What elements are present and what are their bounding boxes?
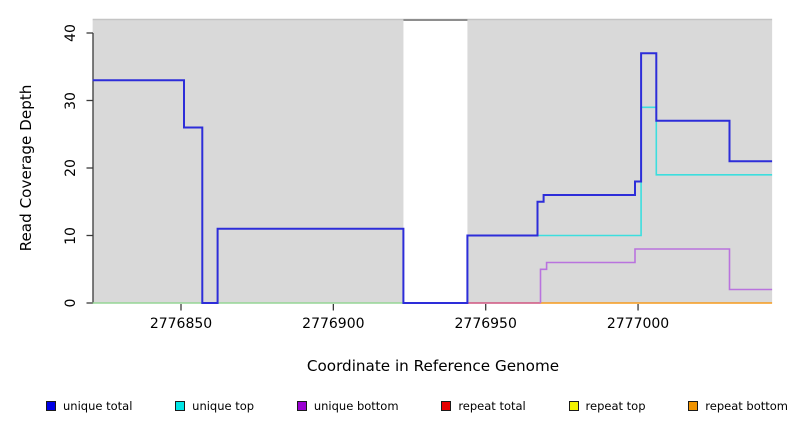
legend-label: repeat bottom <box>705 399 788 413</box>
legend-label: unique bottom <box>313 399 399 413</box>
legend-swatch-unique-bottom <box>296 401 307 411</box>
y-axis-tick-text: 10 <box>63 226 79 245</box>
y-axis-tick-text: 20 <box>63 159 79 177</box>
legend-item-repeat-bottom: repeat bottom <box>688 399 788 413</box>
legend-item-repeat-top: repeat top <box>568 399 646 413</box>
legend-item-unique-bottom: unique bottom <box>296 399 399 413</box>
x-axis-tick-label: 2777000 <box>606 316 670 332</box>
legend-swatch-unique-total <box>46 401 56 411</box>
legend-label: unique total <box>63 399 133 413</box>
y-axis-title-text: Read Coverage Depth <box>17 84 35 252</box>
legend-item-unique-total: unique total <box>46 399 132 413</box>
y-axis-tick-text: 0 <box>63 298 79 308</box>
y-axis-tick-text: 30 <box>63 91 79 110</box>
legend-swatch-repeat-bottom <box>688 401 699 411</box>
legend-label: repeat total <box>458 399 526 413</box>
y-axis-tick-text: 40 <box>63 24 79 42</box>
x-axis-tick-label: 2776950 <box>454 316 517 332</box>
legend: unique total unique top unique bottom re… <box>46 398 788 414</box>
x-axis-tick-label: 2776850 <box>149 316 213 332</box>
legend-swatch-repeat-top <box>568 401 579 411</box>
legend-item-unique-top: unique top <box>175 399 254 413</box>
legend-item-repeat-total: repeat total <box>441 399 526 413</box>
x-axis-title: Coordinate in Reference Genome <box>306 357 560 375</box>
legend-swatch-repeat-total <box>441 401 452 411</box>
x-axis-tick-label: 2776900 <box>302 316 365 332</box>
legend-label: repeat top <box>585 399 646 413</box>
legend-swatch-unique-top <box>175 401 186 411</box>
legend-label: unique top <box>192 399 255 413</box>
